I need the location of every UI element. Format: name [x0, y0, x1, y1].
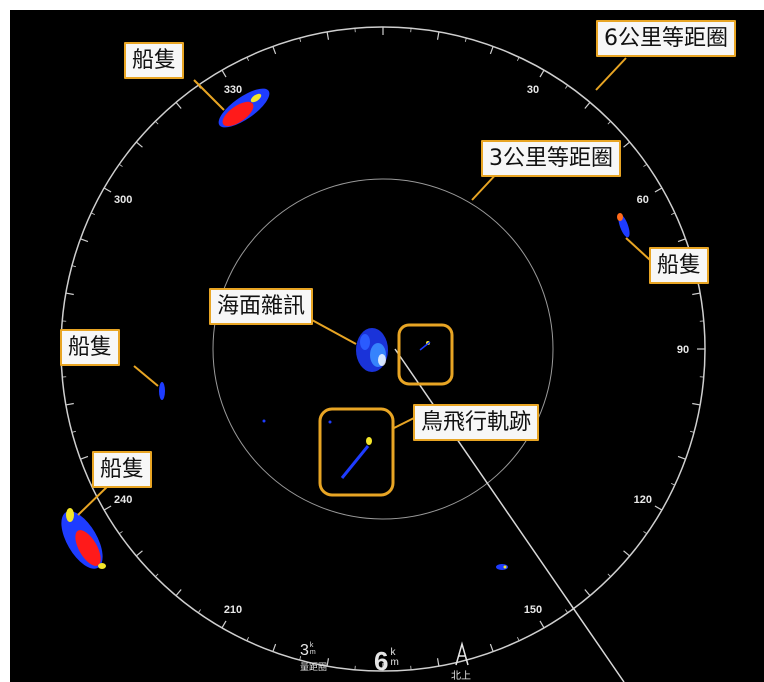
north-caption: 北上: [451, 671, 471, 682]
bearing-tick: [221, 69, 227, 78]
bearing-tick: [692, 402, 701, 406]
bearing-tick: [119, 163, 123, 167]
bearing-tick: [272, 643, 277, 652]
bearing-tick: [246, 637, 249, 642]
bearing-tick: [623, 550, 631, 557]
bearing-tick: [607, 121, 611, 125]
bearing-tick: [326, 31, 330, 40]
bearing-tick: [155, 573, 159, 577]
bearing-label-240: 240: [114, 494, 132, 506]
bearing-tick: [71, 265, 76, 268]
callout-bird-track: 鳥飛行軌跡: [413, 404, 540, 441]
bearing-tick: [607, 573, 611, 577]
bearing-tick: [584, 101, 591, 109]
callout-ship-right: 船隻: [649, 247, 710, 284]
ship-echo-top-left: [218, 88, 270, 128]
bearing-label-330: 330: [224, 84, 242, 96]
bearing-tick: [489, 46, 494, 55]
north-indicator-icon: [455, 641, 469, 666]
bearing-tick: [197, 609, 201, 613]
bearing-tick: [623, 141, 631, 148]
bird-box-2: [318, 407, 395, 497]
ship-echo-left-mid: [159, 382, 165, 400]
callout-ship-left-mid: 船隻: [60, 329, 121, 366]
bearing-tick: [517, 56, 520, 61]
bearing-tick: [155, 121, 159, 125]
bearing-label-60: 60: [637, 194, 649, 206]
bearing-tick: [692, 292, 701, 296]
bearing-label-30: 30: [527, 84, 539, 96]
heading-line: [394, 348, 625, 682]
small-echo-bottom: [496, 564, 508, 570]
bearing-tick: [690, 430, 695, 433]
bearing-tick: [584, 589, 591, 597]
bearing-tick: [80, 238, 89, 243]
bearing-tick: [103, 187, 112, 193]
bearing-tick: [175, 589, 182, 597]
bearing-tick: [489, 643, 494, 652]
bearing-tick: [65, 292, 74, 296]
bearing-tick: [326, 658, 330, 667]
bearing-tick: [299, 37, 302, 42]
bearing-tick: [175, 101, 182, 109]
ring-interval-readout: 3k m 量距圈: [300, 642, 340, 673]
ship-echo-right: [617, 213, 630, 238]
bearing-tick: [119, 531, 123, 535]
bearing-tick: [565, 609, 569, 613]
bearing-tick: [671, 212, 676, 215]
range-value: 6: [374, 646, 389, 676]
bearing-tick: [517, 637, 520, 642]
bearing-tick: [221, 620, 227, 629]
bird-track-echo-1: [419, 341, 431, 351]
bearing-tick: [643, 163, 647, 167]
bird-track-echo-2: [340, 437, 372, 479]
range-ring-3km: [212, 178, 554, 520]
bearing-tick: [135, 141, 143, 148]
ring-caption: 量距圈: [300, 663, 328, 673]
callout-ring-3km: 3公里等距圈: [481, 140, 621, 177]
radar-scope: 330306090120150210240270300: [60, 26, 706, 682]
bearing-tick: [671, 483, 676, 486]
bird-box-1: [397, 323, 454, 386]
bearing-label-210: 210: [224, 604, 242, 616]
callout-sea-clutter: 海面雜訊: [209, 288, 314, 325]
bearing-tick: [436, 31, 440, 40]
ship-echo-left-bottom: [61, 508, 106, 569]
callout-ring-6km: 6公里等距圈: [596, 20, 736, 57]
bearing-tick: [436, 658, 440, 667]
bearing-label-120: 120: [634, 494, 652, 506]
bearing-tick: [643, 531, 647, 535]
bearing-tick: [654, 505, 663, 511]
bearing-tick: [65, 402, 74, 406]
bearing-tick: [272, 46, 277, 55]
bearing-tick: [71, 430, 76, 433]
bearing-tick: [299, 656, 302, 661]
bearing-tick: [246, 56, 249, 61]
bearing-tick: [464, 37, 467, 42]
bearing-label-300: 300: [114, 194, 132, 206]
bearing-tick: [654, 187, 663, 193]
bearing-label-150: 150: [524, 604, 542, 616]
bearing-tick: [677, 238, 686, 243]
radar-display: 330306090120150210240270300: [10, 10, 764, 682]
sea-clutter-echo: [356, 328, 388, 372]
bearing-tick: [135, 550, 143, 557]
callout-ship-left-bottom: 船隻: [92, 451, 153, 488]
callout-ship-top-left: 船隻: [124, 42, 185, 79]
bearing-tick: [90, 212, 95, 215]
bearing-label-90: 90: [677, 344, 689, 356]
bearing-tick: [539, 69, 545, 78]
bearing-tick: [677, 455, 686, 460]
bearing-tick: [539, 620, 545, 629]
bearing-tick: [565, 85, 569, 89]
ring-value: 3: [300, 642, 309, 659]
bearing-ticks: [61, 27, 705, 671]
bearing-tick: [103, 505, 112, 511]
bearing-tick: [80, 455, 89, 460]
